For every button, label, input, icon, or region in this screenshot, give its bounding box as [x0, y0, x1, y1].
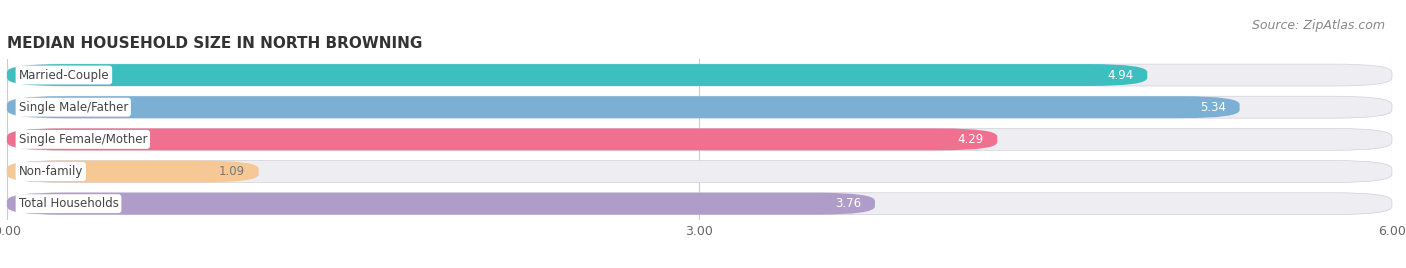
FancyBboxPatch shape — [7, 96, 1392, 118]
Text: 5.34: 5.34 — [1199, 101, 1226, 114]
FancyBboxPatch shape — [7, 64, 1147, 86]
Text: Source: ZipAtlas.com: Source: ZipAtlas.com — [1251, 19, 1385, 32]
Text: Non-family: Non-family — [18, 165, 83, 178]
Text: Married-Couple: Married-Couple — [18, 69, 110, 81]
Text: 4.29: 4.29 — [957, 133, 983, 146]
FancyBboxPatch shape — [7, 128, 1392, 150]
Text: Single Male/Father: Single Male/Father — [18, 101, 128, 114]
FancyBboxPatch shape — [7, 96, 1240, 118]
Text: 4.94: 4.94 — [1107, 69, 1133, 81]
Text: 1.09: 1.09 — [219, 165, 245, 178]
FancyBboxPatch shape — [7, 64, 1392, 86]
FancyBboxPatch shape — [7, 193, 1392, 215]
FancyBboxPatch shape — [7, 161, 259, 183]
Text: 3.76: 3.76 — [835, 197, 860, 210]
FancyBboxPatch shape — [7, 128, 997, 150]
Text: Single Female/Mother: Single Female/Mother — [18, 133, 148, 146]
Text: MEDIAN HOUSEHOLD SIZE IN NORTH BROWNING: MEDIAN HOUSEHOLD SIZE IN NORTH BROWNING — [7, 36, 422, 51]
FancyBboxPatch shape — [7, 193, 875, 215]
FancyBboxPatch shape — [7, 161, 1392, 183]
Text: Total Households: Total Households — [18, 197, 118, 210]
